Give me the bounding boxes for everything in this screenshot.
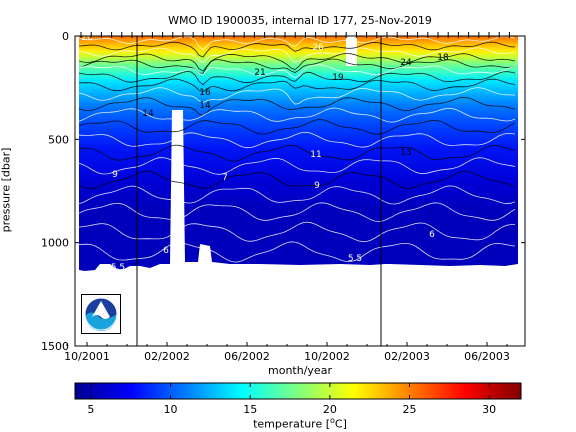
contour-line: [78, 87, 516, 105]
temperature-field: [79, 36, 518, 271]
x-axis-ticks: 10/2001 02/2002 06/2002 10/2002 02/2003 06/20…: [64, 342, 510, 363]
y-tick-label: 0: [62, 30, 69, 43]
colorbar-tick-label: 25: [403, 403, 417, 416]
colorbar-label: temperature [oC]: [75, 416, 525, 431]
contour-line: [78, 71, 516, 86]
x-tick-label: 02/2002: [144, 350, 190, 363]
contour-line: [78, 96, 516, 116]
x-tick-label: 10/2001: [64, 350, 110, 363]
contour-line: [79, 144, 516, 162]
contour-line: [78, 107, 516, 123]
y-axis-label: pressure [dbar]: [0, 147, 13, 233]
contour-label: 16: [199, 88, 211, 98]
contour-labels: 26 26 24 21 19 18 16 14 14 13 11 9 9 7 6 6 5.5 5.5: [81, 33, 449, 273]
contour-label: 11: [310, 150, 321, 160]
x-tick-label: 10/2002: [304, 350, 350, 363]
contour-line: [78, 41, 516, 58]
contour-label: 14: [142, 109, 154, 119]
contour-line: [78, 202, 516, 222]
x-tick-label: 02/2003: [384, 350, 430, 363]
colorbar-tick-label: 5: [87, 403, 94, 416]
contour-label: 6: [163, 246, 169, 256]
contour-label: 26: [312, 43, 324, 53]
x-axis-label: month/year: [268, 364, 332, 377]
y-axis-ticks: 0 500 1000 1500: [41, 30, 525, 353]
x-tick-label: 06/2003: [464, 350, 510, 363]
contour-label: 6: [429, 230, 435, 240]
contour-label: 26: [81, 33, 93, 43]
profile-ticks: [80, 32, 510, 38]
x-tick-label: 06/2002: [224, 350, 270, 363]
y-tick-label: 500: [48, 133, 69, 146]
contour-line: [78, 58, 516, 74]
contour-label: 5.5: [111, 263, 125, 273]
contour-line: [78, 241, 516, 263]
colorbar-label-main: temperature [: [253, 417, 331, 431]
contour-line: [78, 119, 516, 135]
contour-label: 9: [314, 181, 320, 191]
contour-line: [78, 185, 516, 205]
chart-title: WMO ID 1900035, internal ID 177, 25-Nov-…: [168, 14, 432, 27]
noaa-logo-icon: [84, 297, 118, 332]
plot-frame: [74, 35, 526, 347]
contour-label: 13: [400, 148, 411, 158]
contour-line: [78, 36, 516, 51]
colorbar-tick-label: 10: [164, 403, 178, 416]
contour-label: 7: [222, 173, 228, 183]
contour-label: 19: [332, 73, 344, 83]
colorbar-label-unit: o: [330, 416, 335, 425]
contour-label: 5.5: [348, 254, 362, 264]
contour-line: [79, 78, 516, 93]
contour-label: 14: [199, 101, 211, 111]
noaa-logo: [81, 294, 121, 334]
contour-lines: [78, 36, 516, 263]
contour-line: [78, 52, 516, 72]
colorbar-tick-label: 15: [243, 403, 257, 416]
contour-line: [78, 157, 516, 175]
contour-line: [78, 64, 516, 79]
contour-label: 21: [254, 68, 265, 78]
contour-line: [78, 47, 516, 64]
y-tick-label: 1000: [41, 237, 69, 250]
contour-line: [78, 221, 515, 243]
contour-label: 18: [437, 53, 449, 63]
colorbar: [74, 382, 522, 400]
contour-line: [78, 131, 516, 149]
colorbar-label-end: C]: [334, 417, 347, 431]
contour-line: [78, 170, 516, 190]
colorbar-tick-label: 30: [482, 403, 496, 416]
colorbar-ticks: 5 10 15 20 25 30: [87, 383, 496, 416]
y-tick-label: 1500: [41, 340, 69, 353]
colorbar-tick-label: 20: [323, 403, 337, 416]
contour-label: 9: [112, 170, 118, 180]
contour-label: 24: [400, 58, 412, 68]
